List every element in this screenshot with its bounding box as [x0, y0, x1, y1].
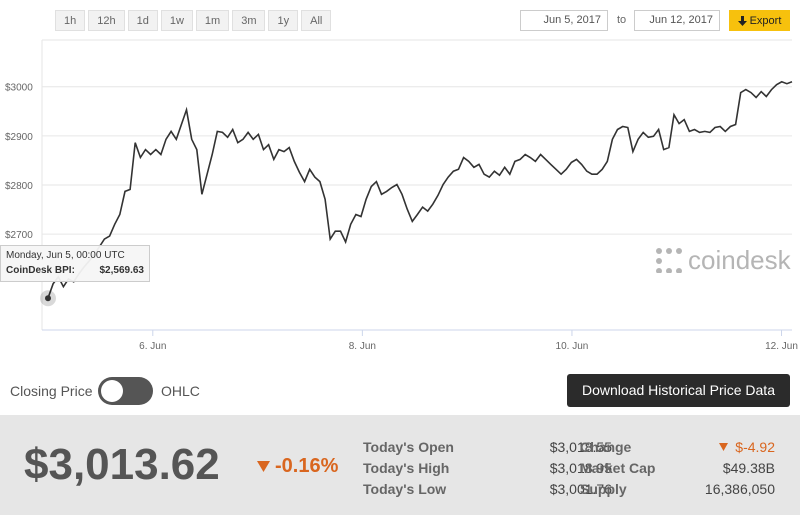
- y-tick-label: $2900: [5, 132, 33, 143]
- range-buttons: 1h 12h 1d 1w 1m 3m 1y All: [55, 10, 332, 31]
- change-pct: -0.16%: [275, 455, 339, 477]
- change-arrow: [719, 443, 728, 451]
- x-tick-label: 10. Jun: [556, 341, 589, 352]
- y-tick-label: $3000: [5, 83, 33, 94]
- x-tick-label: 12. Jun: [765, 341, 798, 352]
- stat-label: Today's Low: [363, 481, 447, 497]
- stat-label: Today's Open: [363, 439, 454, 455]
- brand-watermark: coindesk: [656, 245, 791, 276]
- arrow-shape: [719, 443, 728, 451]
- to-label: to: [617, 14, 627, 26]
- date-to[interactable]: Jun 12, 2017: [634, 10, 720, 31]
- stat-value: $49.38B: [722, 460, 775, 476]
- brand-text: coindesk: [688, 245, 791, 275]
- stat-label: Today's High: [363, 460, 450, 476]
- tooltip-row: CoinDesk BPI: $2,569.63: [6, 265, 144, 276]
- tooltip-value: $2,569.63: [99, 265, 145, 276]
- x-tick-label: 6. Jun: [139, 341, 166, 352]
- export-icon: [737, 15, 747, 26]
- y-tick-label: $2700: [5, 230, 33, 241]
- stat-value: 16,386,050: [704, 481, 775, 497]
- price: $3,013.62: [24, 440, 220, 489]
- range-button[interactable]: 1d: [127, 10, 158, 31]
- range-button[interactable]: 1w: [160, 10, 193, 31]
- chart: $2700 $2800 $2900 $3000 6. Jun 8. Jun 10. Jun 1…: [5, 39, 798, 352]
- stat-label: Market Cap: [580, 460, 656, 476]
- stat-value: $3,018.55: [549, 439, 612, 455]
- price-line: [47, 80, 793, 299]
- toggle[interactable]: [98, 377, 153, 405]
- closing-label: Closing Price: [10, 383, 93, 399]
- range-button[interactable]: 3m: [232, 10, 266, 31]
- tooltip: Monday, Jun 5, 00:00 UTC CoinDesk BPI: $…: [0, 245, 150, 282]
- stat-label: Change: [580, 439, 632, 455]
- brand-logo: [656, 248, 682, 273]
- down-arrow: [257, 461, 270, 472]
- x-tick-label: 8. Jun: [349, 341, 376, 352]
- stat-value: $3,018.95: [549, 460, 612, 476]
- range-button[interactable]: All: [301, 10, 332, 31]
- summary-panel: $3,013.62 -0.16% Today's Open $3,018.55 Ch…: [0, 415, 800, 515]
- export-button[interactable]: Export: [729, 10, 790, 31]
- stat-value: $-4.92: [735, 439, 775, 455]
- ohlc-label: OHLC: [161, 383, 200, 399]
- toggle-knob: [101, 380, 123, 402]
- stat-label: Supply: [580, 481, 627, 497]
- tooltip-label: CoinDesk BPI:: [6, 265, 75, 276]
- date-from[interactable]: Jun 5, 2017: [520, 10, 608, 31]
- hover-point: [45, 295, 51, 302]
- range-button[interactable]: 12h: [88, 10, 125, 31]
- y-tick-label: $2800: [5, 181, 33, 192]
- export-label: Export: [749, 14, 782, 27]
- range-button[interactable]: 1y: [268, 10, 299, 31]
- download-button[interactable]: Download Historical Price Data: [567, 374, 790, 407]
- range-button[interactable]: 1m: [195, 10, 230, 31]
- range-button[interactable]: 1h: [55, 10, 86, 31]
- stat-value: $3,001.76: [549, 481, 612, 497]
- tooltip-date: Monday, Jun 5, 00:00 UTC: [6, 250, 125, 261]
